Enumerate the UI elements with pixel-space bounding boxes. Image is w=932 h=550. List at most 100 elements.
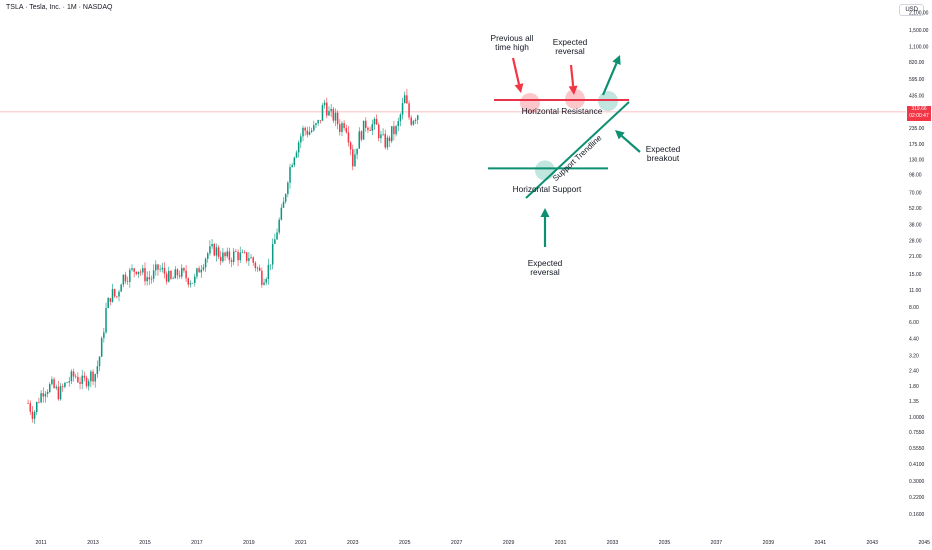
candle-body: [345, 127, 348, 133]
reversal-top-arrow: [568, 64, 578, 95]
candle-body: [321, 105, 324, 121]
arrow-head: [615, 130, 625, 140]
candle-body: [245, 252, 248, 261]
candle-body: [40, 393, 42, 403]
candle-body: [77, 376, 79, 383]
candle-body: [315, 123, 317, 126]
candle-body: [241, 252, 244, 253]
candle-body: [64, 382, 66, 387]
candle-body: [44, 393, 47, 397]
candle-body: [414, 119, 417, 121]
candle-body: [388, 137, 391, 142]
candle-body: [217, 247, 220, 257]
price-axis[interactable]: 2,100.00 1,500.00 1,100.00 820.00 595.00 435.…: [909, 10, 929, 518]
candle-body: [341, 123, 343, 132]
candle-body: [269, 264, 272, 266]
candle-body: [219, 256, 222, 262]
y-tick-label: 595.00: [909, 77, 925, 83]
candle-body: [83, 375, 86, 378]
candle-body: [252, 257, 254, 263]
arrow-head: [612, 55, 621, 66]
y-tick-label: 38.00: [909, 223, 922, 229]
x-tick-label: 2023: [347, 540, 359, 546]
candle-body: [226, 251, 228, 257]
candle-body: [265, 279, 267, 283]
candle-body: [328, 111, 330, 116]
candle-body: [295, 152, 298, 158]
x-tick-label: 2041: [815, 540, 827, 546]
y-tick-label: 70.00: [909, 190, 922, 196]
y-tick-label: 15.00: [909, 272, 922, 278]
candle-body: [256, 267, 259, 269]
y-tick-label: 98.00: [909, 172, 922, 178]
candle-body: [116, 296, 118, 297]
candle-body: [59, 386, 62, 400]
reversal-bottom-label-line2: reversal: [530, 267, 560, 277]
candle-body: [27, 403, 29, 404]
candle-body: [332, 108, 335, 121]
x-tick-label: 2045: [918, 540, 930, 546]
candle-body: [150, 278, 153, 280]
candle-body: [304, 127, 306, 131]
y-tick-label: 4.40: [909, 337, 919, 343]
candle-body: [42, 393, 45, 397]
x-tick-label: 2033: [607, 540, 619, 546]
candle-body: [157, 264, 159, 270]
x-tick-label: 2027: [451, 540, 463, 546]
candle-body: [61, 386, 64, 387]
candle-body: [360, 131, 363, 140]
x-tick-label: 2015: [139, 540, 151, 546]
candle-body: [371, 124, 374, 131]
candle-body: [362, 120, 365, 140]
candle-body: [380, 134, 382, 139]
candle-body: [107, 298, 109, 309]
candle-body: [81, 375, 83, 384]
candle-body: [317, 120, 319, 124]
candle-body: [306, 130, 309, 135]
last-price-countdown: 02:00:47: [909, 112, 929, 119]
time-axis[interactable]: 2011 2013 2015 2017 2019 2021 2023 2025 2027 2029…: [36, 540, 931, 546]
candle-body: [358, 131, 361, 149]
candle-body: [191, 282, 194, 284]
ath-arrow: [511, 57, 524, 93]
candle-body: [170, 270, 172, 279]
candle-body: [46, 392, 49, 394]
currency-button[interactable]: USD: [899, 4, 924, 16]
candle-body: [129, 269, 131, 282]
candle-body: [287, 182, 289, 195]
candle-body: [204, 258, 207, 268]
candle-body: [139, 271, 142, 273]
candle-body: [29, 403, 32, 412]
x-tick-label: 2011: [36, 540, 47, 546]
candle-body: [74, 376, 77, 378]
arrow-head: [568, 85, 578, 95]
candle-body: [278, 219, 280, 233]
candle-body: [334, 112, 337, 121]
y-tick-label: 2.40: [909, 369, 919, 375]
candle-body: [382, 133, 384, 135]
candle-body: [48, 384, 51, 393]
last-price-badge: 319.66 02:00:47: [907, 105, 931, 121]
candle-body: [248, 258, 250, 261]
candle-body: [354, 154, 356, 167]
breakout-up-arrow: [601, 55, 621, 96]
candle-body: [228, 251, 231, 261]
candle-body: [122, 274, 125, 285]
candle-body: [367, 127, 369, 130]
candle-body: [373, 118, 376, 125]
candle-body: [213, 244, 216, 256]
candle-body: [155, 264, 157, 271]
candle-body: [254, 262, 257, 269]
x-tick-label: 2035: [659, 540, 671, 546]
candle-body: [33, 411, 36, 419]
candle-body: [289, 167, 291, 183]
candle-body: [124, 274, 127, 282]
candle-body: [235, 251, 237, 252]
candle-body: [412, 120, 415, 125]
candle-body: [352, 149, 354, 167]
candle-body: [148, 277, 151, 280]
candle-body: [161, 267, 164, 270]
candle-body: [159, 269, 161, 270]
candle-body: [336, 112, 339, 125]
